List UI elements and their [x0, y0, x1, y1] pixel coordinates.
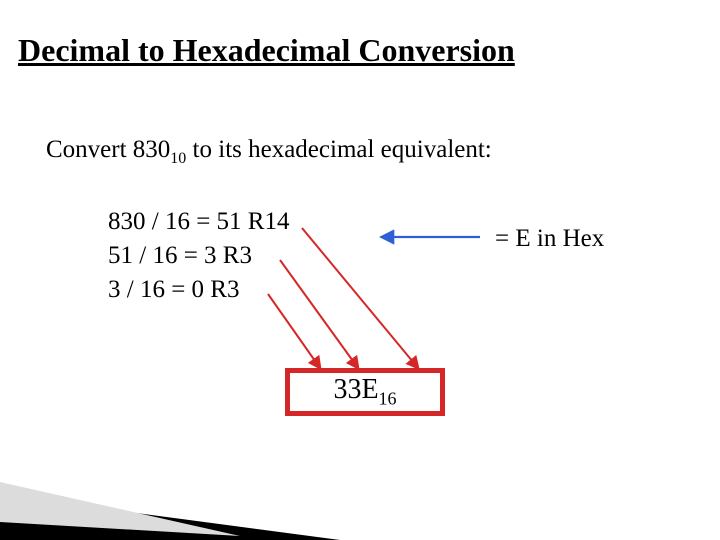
calculation-steps: 830 / 16 = 51 R14 51 / 16 = 3 R3 3 / 16 …: [108, 205, 289, 306]
prompt-value: 830: [133, 136, 171, 163]
result-value: 33E: [333, 374, 378, 405]
calc-line-2: 51 / 16 = 3 R3: [108, 239, 289, 273]
conversion-prompt: Convert 83010 to its hexadecimal equival…: [46, 136, 492, 168]
red-arrow-r3a: [280, 260, 358, 368]
calc-line-3: 3 / 16 = 0 R3: [108, 273, 289, 307]
red-arrow-r14: [302, 228, 418, 368]
decorative-wedge: [0, 440, 340, 540]
hex-equivalence-note: = E in Hex: [495, 225, 604, 253]
result-base: 16: [379, 389, 397, 409]
prompt-suffix: to its hexadecimal equivalent:: [186, 136, 491, 163]
slide-title: Decimal to Hexadecimal Conversion: [18, 32, 515, 69]
slide: Decimal to Hexadecimal Conversion Conver…: [0, 0, 720, 540]
prompt-prefix: Convert: [46, 136, 133, 163]
result-box: 33E16: [285, 368, 445, 416]
calc-line-1: 830 / 16 = 51 R14: [108, 205, 289, 239]
prompt-base: 10: [170, 150, 186, 167]
